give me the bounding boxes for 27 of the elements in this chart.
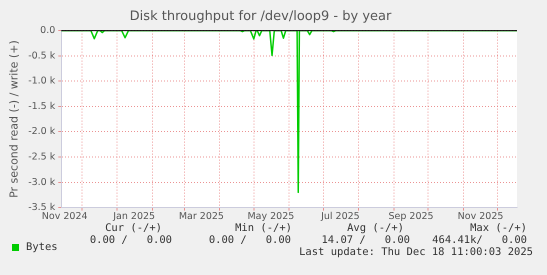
x-tick-label: Nov 2024 [42, 210, 88, 222]
text: Cur (-/+) [105, 222, 162, 234]
text: Avg (-/+) [347, 222, 404, 234]
text: 0.00 / 0.00 [208, 234, 291, 246]
text: 464.41k/ 0.00 [432, 234, 527, 246]
x-tick-label: Mar 2025 [178, 210, 224, 222]
y-tick-label: -1.5 k [28, 100, 56, 112]
y-tick-label: 0.0 [40, 25, 56, 36]
text: 14.07 / 0.00 [321, 234, 410, 246]
x-tick-label: Jan 2025 [112, 210, 156, 222]
x-tick-label: Nov 2025 [458, 210, 504, 222]
y-tick-label: -0.5 k [28, 50, 56, 62]
text: Max (-/+) [470, 222, 527, 234]
legend-label: Bytes [25, 241, 58, 253]
y-tick-label: -2.0 k [28, 126, 56, 138]
y-axis-title: Pr second read (-) / write (+) [7, 40, 20, 198]
x-tick-label: Jul 2025 [320, 210, 360, 222]
y-tick-label: -2.5 k [28, 151, 56, 162]
y-tick-label: -1.0 k [28, 76, 56, 87]
x-tick-label: May 2025 [247, 210, 294, 222]
y-tick-label: -3.0 k [28, 176, 56, 188]
chart-title: Disk throughput for /dev/loop9 - by year [130, 9, 392, 24]
text: 0.00 / 0.00 [90, 234, 172, 246]
text: Last update: Thu Dec 18 11:00:03 2025 [299, 246, 533, 258]
x-tick-label: Sep 2025 [388, 210, 434, 222]
text: Min (-/+) [235, 222, 292, 234]
y-tick-label: -3.5 k [28, 202, 56, 214]
